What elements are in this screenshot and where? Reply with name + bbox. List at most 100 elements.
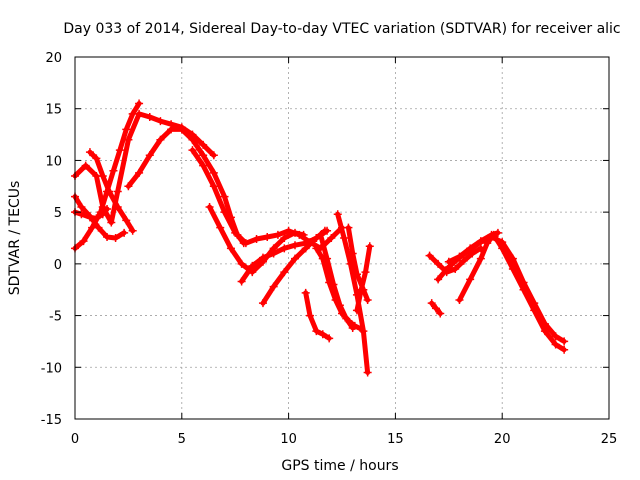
data-point: [331, 296, 340, 305]
x-tick-label: 0: [71, 432, 79, 447]
data-point: [237, 259, 246, 268]
data-point: [325, 334, 334, 343]
y-tick-label: 15: [45, 103, 62, 118]
series-track-16: [352, 242, 374, 315]
data-point: [273, 230, 282, 239]
data-point: [352, 270, 361, 279]
data-point: [98, 171, 107, 180]
data-point: [124, 135, 133, 144]
data-point: [263, 232, 272, 241]
data-point: [209, 168, 218, 177]
data-point: [540, 327, 549, 336]
data-point: [344, 223, 353, 232]
data-point: [291, 254, 300, 263]
data-point: [316, 230, 325, 239]
series-line: [354, 243, 373, 313]
data-point: [77, 202, 86, 211]
data-point: [92, 154, 101, 163]
data-point: [216, 223, 225, 232]
data-point: [258, 253, 267, 262]
data-point: [79, 237, 88, 246]
data-point: [551, 332, 560, 341]
data-point: [109, 166, 118, 175]
data-point: [135, 99, 144, 108]
data-point: [466, 244, 475, 253]
data-point: [291, 241, 300, 250]
data-point: [434, 275, 443, 284]
data-point: [338, 309, 346, 318]
data-point: [434, 259, 443, 268]
data-point: [431, 304, 440, 313]
data-point: [560, 345, 569, 354]
data-point: [98, 202, 107, 211]
series-line: [207, 204, 307, 275]
data-point: [436, 309, 445, 318]
data-point: [327, 234, 336, 242]
data-point: [476, 254, 485, 263]
data-point: [352, 306, 361, 315]
data-point: [350, 321, 359, 330]
data-point: [560, 337, 569, 346]
data-point: [363, 368, 372, 377]
data-point: [280, 234, 289, 242]
series-line: [313, 245, 364, 332]
data-point: [209, 151, 218, 160]
y-tick-label: -5: [49, 310, 62, 325]
data-point: [220, 208, 229, 217]
data-point: [357, 285, 366, 294]
data-point: [135, 109, 144, 118]
data-point: [77, 210, 86, 219]
data-point: [508, 265, 517, 274]
data-point: [299, 230, 308, 239]
series-line: [446, 230, 501, 265]
data-point: [344, 316, 353, 325]
y-tick-label: -15: [41, 413, 62, 428]
data-point: [359, 327, 368, 336]
data-point: [241, 239, 250, 248]
data-point: [301, 244, 310, 253]
data-point: [348, 249, 357, 258]
data-point: [220, 192, 229, 201]
data-point: [122, 216, 131, 225]
data-point: [425, 251, 434, 260]
data-point: [318, 254, 327, 263]
data-point: [135, 168, 144, 177]
data-point: [498, 244, 507, 253]
data-point: [199, 151, 208, 160]
data-point: [318, 330, 327, 339]
y-tick-label: 10: [45, 154, 62, 169]
y-tick-label: -10: [41, 361, 62, 376]
data-point: [85, 213, 94, 222]
data-point: [466, 275, 475, 284]
data-point: [325, 278, 334, 287]
axis-ticks: [74, 56, 610, 420]
data-point: [551, 340, 560, 349]
data-point: [455, 252, 464, 261]
data-point: [301, 288, 310, 297]
data-point: [427, 299, 436, 308]
series-line: [72, 101, 142, 251]
data-point: [361, 268, 370, 277]
tick-labels: 0 5 10 15 20 25 -15 -10 -5 0 5 10 15 20: [41, 51, 618, 447]
data-point: [98, 210, 107, 219]
data-point: [85, 148, 94, 157]
data-point: [122, 125, 131, 134]
data-point: [94, 223, 103, 232]
series-group: [71, 99, 569, 377]
data-point: [145, 151, 154, 160]
data-point: [252, 235, 261, 244]
x-tick-label: 5: [178, 432, 186, 447]
data-point: [199, 140, 208, 149]
data-point: [530, 306, 539, 315]
series-track-21: [444, 228, 502, 266]
data-point: [487, 230, 496, 239]
data-point: [113, 187, 122, 196]
data-point: [177, 125, 186, 134]
data-point: [248, 261, 257, 270]
series-track-13: [301, 288, 334, 343]
data-point: [280, 268, 289, 277]
series-track-18: [425, 244, 485, 277]
series-track-10: [258, 226, 329, 308]
data-point: [340, 234, 349, 242]
data-point: [444, 257, 453, 266]
